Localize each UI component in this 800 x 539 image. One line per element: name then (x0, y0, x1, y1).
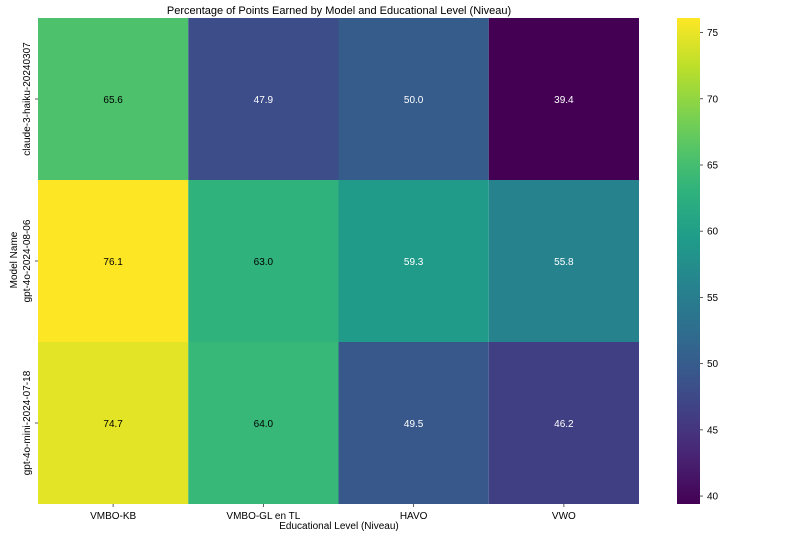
x-axis-label: Educational Level (Niveau) (279, 521, 399, 532)
y-axis-label: Model Name (9, 231, 20, 288)
colorbar: 40 45 50 55 60 65 70 75 (677, 18, 719, 504)
colorbar-tick-label: 55 (707, 293, 719, 304)
cell-value-label: 50.0 (404, 95, 424, 106)
heatmap-cell (38, 18, 189, 180)
x-tick-label: HAVO (400, 511, 428, 522)
heatmap-cell (188, 18, 339, 180)
heatmap-cell (38, 180, 189, 342)
colorbar-tick-label: 40 (707, 492, 719, 503)
cell-value-label: 59.3 (404, 257, 424, 268)
colorbar-tick-label: 65 (707, 160, 719, 171)
cell-value-label: 47.9 (254, 95, 274, 106)
heatmap-cells: 65.6 47.9 50.0 39.4 76.1 63.0 59.3 55.8 74.7 64.0… (38, 18, 639, 504)
colorbar-gradient (677, 18, 700, 504)
heatmap-cell (188, 342, 339, 504)
cell-value-label: 65.6 (103, 95, 123, 106)
cell-value-label: 46.2 (554, 419, 574, 430)
heatmap-cell (338, 342, 489, 504)
colorbar-tick-label: 50 (707, 359, 719, 370)
cell-value-label: 74.7 (103, 419, 123, 430)
heatmap-cell (488, 342, 639, 504)
cell-value-label: 63.0 (254, 257, 274, 268)
cell-value-label: 76.1 (103, 257, 123, 268)
x-tick-label: VMBO-KB (90, 511, 136, 522)
colorbar-tick-label: 45 (707, 425, 719, 436)
x-tick-label: VMBO-GL en TL (226, 511, 300, 522)
colorbar-tick-label: 75 (707, 28, 719, 39)
cell-value-label: 55.8 (554, 257, 574, 268)
colorbar-tick-label: 70 (707, 94, 719, 105)
heatmap-cell (38, 342, 189, 504)
heatmap-cell (488, 18, 639, 180)
cell-value-label: 49.5 (404, 419, 424, 430)
y-tick-labels: claude-3-haiku-20240307 gpt-4o-2024-08-06… (22, 42, 38, 475)
chart-title: Percentage of Points Earned by Model and… (167, 5, 511, 17)
cell-value-label: 39.4 (554, 95, 574, 106)
colorbar-tick-label: 60 (707, 227, 719, 238)
heatmap-cell (488, 180, 639, 342)
cell-value-label: 64.0 (254, 419, 274, 430)
y-tick-label: gpt-4o-2024-08-06 (22, 219, 33, 302)
x-tick-label: VWO (552, 511, 576, 522)
y-tick-label: claude-3-haiku-20240307 (22, 42, 33, 156)
y-tick-label: gpt-4o-mini-2024-07-18 (22, 370, 33, 475)
x-tick-labels: VMBO-KB VMBO-GL en TL HAVO VWO (90, 504, 576, 522)
heatmap-cell (188, 180, 339, 342)
heatmap-cell (338, 18, 489, 180)
heatmap-cell (338, 180, 489, 342)
